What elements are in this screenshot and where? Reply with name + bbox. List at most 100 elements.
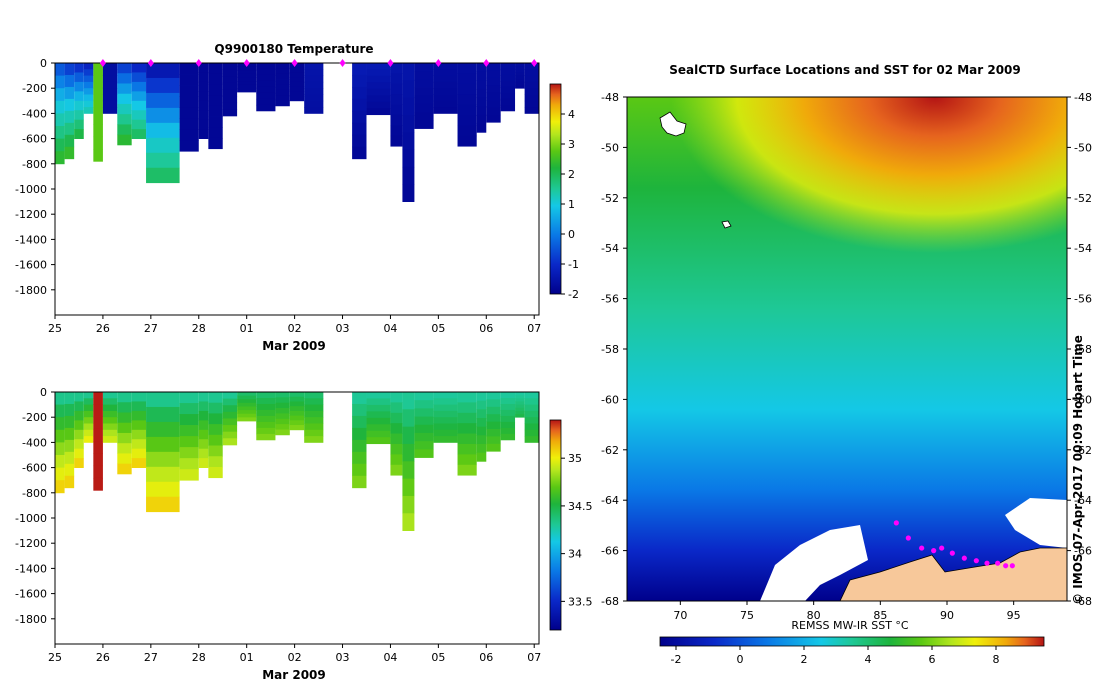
profile-cell xyxy=(433,63,458,70)
profile-cell xyxy=(256,80,276,88)
profile-cell xyxy=(208,116,223,128)
y-tick-label: 0 xyxy=(40,57,47,70)
salinity-y-axis: 0 -200 -400 -600 -800 -1000 -1200 -1400 -1600 -18… xyxy=(15,386,55,626)
profile-cell xyxy=(117,63,132,74)
profile-cell xyxy=(93,99,103,113)
lon-tick-label: 95 xyxy=(1007,609,1021,622)
lon-tick-label: 70 xyxy=(673,609,687,622)
profile-cell xyxy=(222,405,238,413)
profile-cell xyxy=(402,184,415,202)
profile-cell xyxy=(500,403,516,411)
lon-tick-label: 80 xyxy=(807,609,821,622)
profile-cell xyxy=(198,129,209,139)
profile-cell xyxy=(486,85,501,94)
profile-cell xyxy=(198,91,209,102)
lat-tick-label-right: -60 xyxy=(1074,393,1092,406)
profile-cell xyxy=(457,104,477,116)
profile-cell xyxy=(414,71,434,80)
profile-cell xyxy=(146,137,180,154)
sst-colorbar-tick-label: -2 xyxy=(671,653,682,666)
profile-cell xyxy=(237,81,257,86)
profile-cell xyxy=(402,513,415,531)
profile-cell xyxy=(146,421,180,438)
profile-cell xyxy=(515,392,525,396)
profile-cell xyxy=(515,407,525,412)
profile-cell xyxy=(500,104,516,112)
profile-cell xyxy=(366,430,391,438)
seal-location-marker xyxy=(1009,563,1015,569)
profile-cell xyxy=(352,122,367,136)
profile-cell xyxy=(256,74,276,82)
y-tick-label: -1600 xyxy=(15,588,47,601)
profile-cell xyxy=(64,403,75,417)
sst-colorbar-tick-label: 0 xyxy=(737,653,744,666)
sst-colorbar-tick-label: 6 xyxy=(929,653,936,666)
profile-cell xyxy=(64,110,75,124)
y-tick-label: -1600 xyxy=(15,259,47,272)
profile-cell xyxy=(476,63,487,73)
profile-cell xyxy=(515,395,525,399)
profile-cell xyxy=(476,400,487,410)
profile-cell xyxy=(304,392,324,399)
profile-cell xyxy=(117,73,132,84)
profile-cell xyxy=(256,92,276,100)
profile-cell xyxy=(486,443,501,452)
profile-cell xyxy=(366,101,391,109)
sst-map-surface xyxy=(627,97,1067,601)
profile-cell xyxy=(366,82,391,90)
profile-cell xyxy=(208,466,223,479)
profile-cell xyxy=(275,424,290,430)
profile-cell xyxy=(414,416,434,426)
profile-cell xyxy=(366,75,391,83)
seal-location-marker xyxy=(1003,563,1009,569)
lat-tick-label-right: -68 xyxy=(1074,595,1092,608)
x-tick-label: 01 xyxy=(240,651,254,664)
lat-tick-label-right: -48 xyxy=(1074,91,1092,104)
profile-cell xyxy=(366,95,391,103)
seal-location-marker xyxy=(905,535,911,541)
y-tick-label: -600 xyxy=(22,133,47,146)
profile-cell xyxy=(524,423,539,431)
profile-cell xyxy=(64,415,75,429)
profile-cell xyxy=(256,397,276,405)
profile-cell xyxy=(55,467,65,481)
y-tick-label: -1200 xyxy=(15,208,47,221)
y-tick-label: 0 xyxy=(40,386,47,399)
sea-ice-region xyxy=(760,525,868,601)
profile-cell xyxy=(74,129,84,139)
profile-cell xyxy=(74,91,84,102)
profile-cell xyxy=(414,79,434,88)
profile-cell xyxy=(208,445,223,457)
profile-cell xyxy=(146,436,180,453)
colorbar-tick-label: 33.5 xyxy=(568,595,593,608)
profile-cell xyxy=(256,68,276,76)
profile-cell xyxy=(390,104,403,116)
profile-cell xyxy=(237,410,257,415)
lat-tick-label: -50 xyxy=(601,141,619,154)
temperature-colorbar xyxy=(549,83,562,295)
profile-cell xyxy=(208,137,223,150)
profile-cell xyxy=(457,135,477,147)
profile-cell xyxy=(117,114,132,125)
lat-tick-label-right: -50 xyxy=(1074,141,1092,154)
profile-cell xyxy=(55,75,65,89)
profile-cell xyxy=(131,110,147,121)
profile-cell xyxy=(64,392,75,405)
profile-cell xyxy=(74,458,84,468)
profile-cell xyxy=(64,122,75,136)
x-tick-label: 07 xyxy=(527,651,541,664)
profile-cell xyxy=(64,146,75,160)
profile-cell xyxy=(198,392,209,402)
sst-colorbar-label: REMSS MW-IR SST °C xyxy=(791,619,909,632)
profile-cell xyxy=(146,77,180,94)
salinity-colorbar-ticks: 35 34.5 34 33.5 xyxy=(561,452,593,608)
profile-cell xyxy=(131,129,147,139)
profile-cell xyxy=(117,392,132,403)
profile-cell xyxy=(83,94,94,102)
profile-cell xyxy=(117,83,132,95)
profile-cell xyxy=(64,427,75,441)
profile-cell xyxy=(304,69,324,76)
profile-cell xyxy=(83,410,94,418)
profile-cell xyxy=(179,107,199,119)
profile-cell xyxy=(131,458,147,468)
